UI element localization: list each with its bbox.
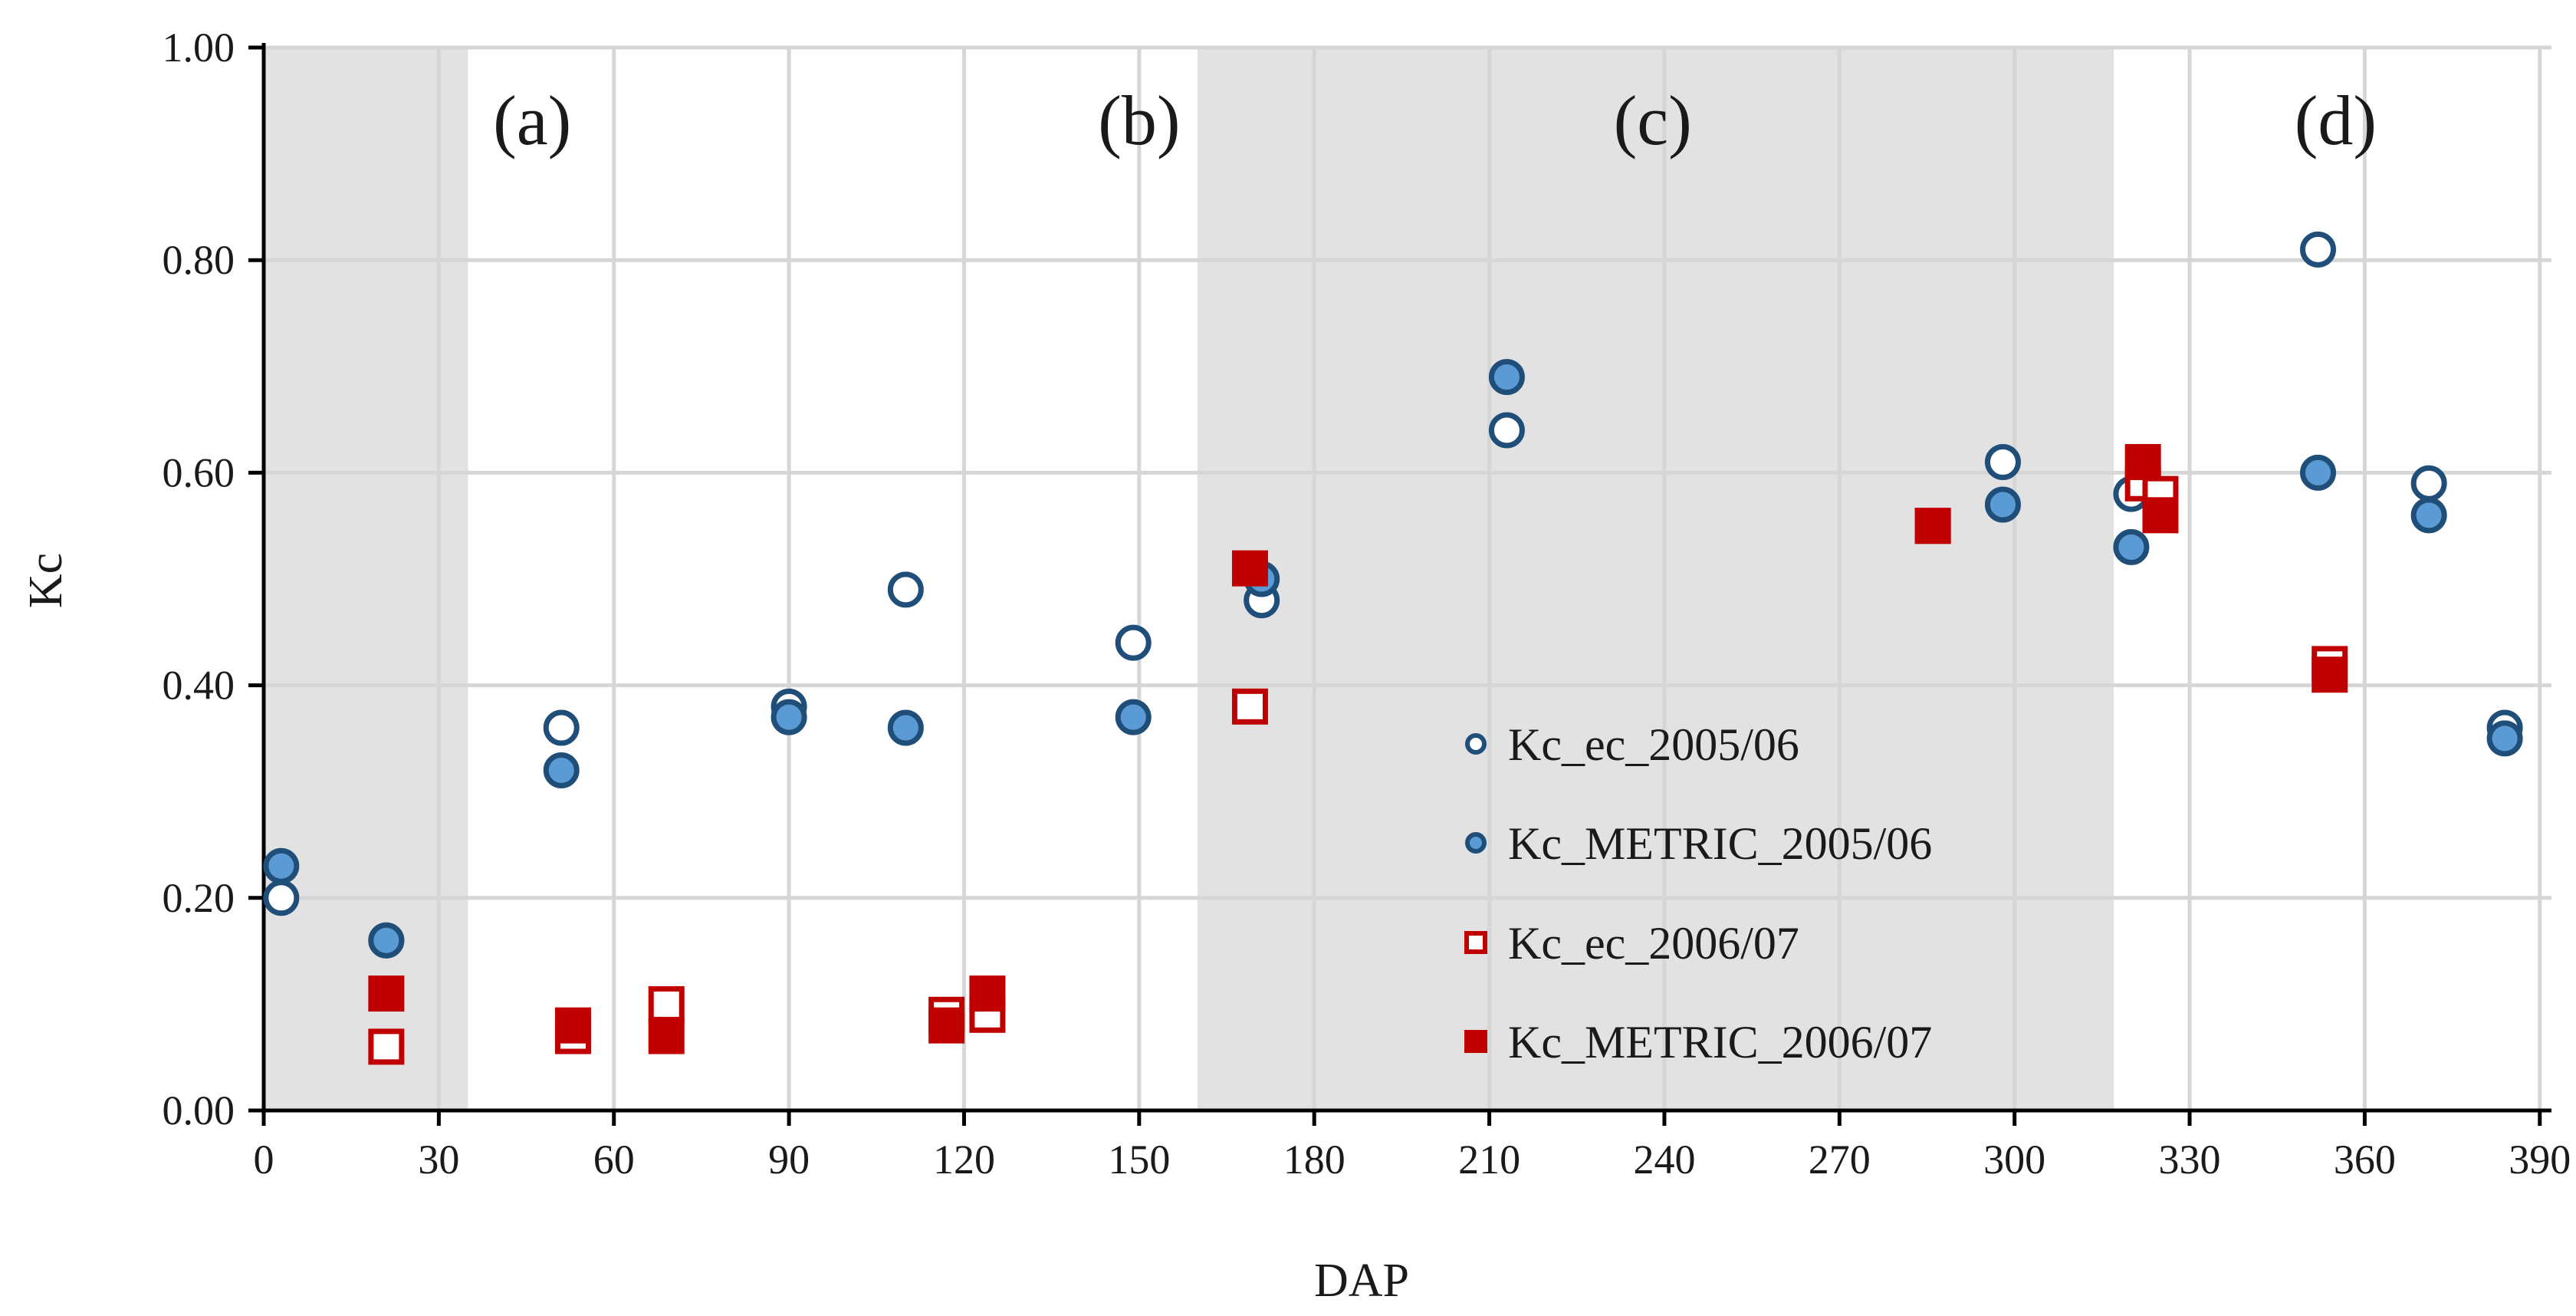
- kc-metric-2005-point: [887, 709, 924, 746]
- legend: Kc_ec_2005/06 Kc_METRIC_2005/06 Kc_ec_2006…: [1464, 719, 1932, 1068]
- y-tick-label-1: 0.20: [163, 875, 235, 921]
- tick-labels: 0 30 60 90 120 150 180 210 240 270 300 330 360 390 0.0…: [163, 25, 2571, 1183]
- kc-metric-2006-point: [928, 1007, 965, 1044]
- legend-item-kc-metric-2005: Kc_METRIC_2005/06: [1465, 818, 1932, 869]
- stage-label-a: (a): [493, 81, 571, 160]
- x-tick-label-2: 60: [593, 1137, 635, 1183]
- kc-ec-2006-point: [1231, 688, 1268, 725]
- stage-shade-0: [264, 48, 468, 1110]
- stage-label-c: (c): [1614, 81, 1692, 160]
- legend-item-kc-ec-2005: Kc_ec_2005/06: [1465, 719, 1799, 770]
- kc-metric-2005-point: [2113, 528, 2150, 565]
- kc-ec-2005-point: [2410, 465, 2447, 502]
- legend-item-kc-ec-2006: Kc_ec_2006/07: [1464, 918, 1799, 969]
- x-tick-label-13: 390: [2509, 1137, 2571, 1183]
- kc-ec-2005-point: [1488, 412, 1525, 449]
- legend-marker-kc-ec-2006: [1464, 931, 1487, 954]
- kc-metric-2005-point: [1984, 486, 2021, 523]
- legend-marker-kc-metric-2006: [1464, 1030, 1487, 1053]
- kc-metric-2005-point: [1488, 359, 1525, 396]
- series-kc-metric-2006: [368, 444, 2348, 1054]
- kc-metric-2006-point: [1231, 550, 1268, 587]
- kc-metric-2006-point: [2124, 444, 2161, 481]
- legend-marker-kc-ec-2005: [1465, 733, 1487, 755]
- kc-metric-2005-point: [2410, 497, 2447, 534]
- y-tick-label-0: 0.00: [163, 1087, 235, 1133]
- legend-label-kc-metric-2006: Kc_METRIC_2006/07: [1508, 1017, 1932, 1068]
- stage-shade-2: [1197, 48, 2114, 1110]
- data-points: [263, 231, 2523, 1065]
- stage-shading: [264, 48, 2114, 1110]
- kc-metric-2005-point: [543, 752, 580, 788]
- kc-ec-2005-point: [263, 880, 300, 916]
- x-tick-label-7: 210: [1458, 1137, 1520, 1183]
- kc-metric-2005-point: [368, 922, 405, 959]
- kc-metric-2006-point: [1914, 508, 1951, 544]
- y-tick-label-4: 0.80: [163, 237, 235, 283]
- y-tick-label-2: 0.40: [163, 663, 235, 709]
- stage-label-d: (d): [2295, 81, 2377, 160]
- legend-item-kc-metric-2006: Kc_METRIC_2006/07: [1464, 1017, 1932, 1068]
- x-tick-label-6: 180: [1283, 1137, 1346, 1183]
- x-tick-label-4: 120: [933, 1137, 995, 1183]
- x-tick-label-10: 300: [1983, 1137, 2045, 1183]
- kc-metric-2006-point: [368, 975, 405, 1012]
- kc-metric-2006-point: [648, 1018, 685, 1054]
- legend-label-kc-ec-2005: Kc_ec_2005/06: [1508, 719, 1799, 770]
- kc-metric-2006-point: [554, 1007, 591, 1044]
- kc-ec-2005-point: [543, 709, 580, 746]
- stage-labels: (a) (b) (c) (d): [493, 81, 2377, 160]
- x-tick-label-5: 150: [1108, 1137, 1170, 1183]
- kc-ec-2005-point: [1115, 624, 1152, 661]
- x-tick-label-0: 0: [254, 1137, 274, 1183]
- x-tick-label-1: 30: [418, 1137, 459, 1183]
- stage-label-b: (b): [1098, 81, 1180, 160]
- x-axis-title: DAP: [1314, 1255, 1409, 1307]
- kc-metric-2006-point: [969, 975, 1006, 1012]
- kc-ec-2006-point: [648, 985, 685, 1022]
- kc-ec-2005-point: [887, 571, 924, 608]
- x-tick-label-9: 270: [1809, 1137, 1871, 1183]
- kc-metric-2005-point: [1115, 699, 1152, 735]
- kc-ec-2005-point: [2300, 231, 2337, 268]
- kc-metric-2006-point: [2142, 497, 2179, 534]
- legend-marker-kc-metric-2005: [1465, 832, 1487, 854]
- kc-ec-2005-point: [1984, 444, 2021, 481]
- y-tick-label-5: 1.00: [163, 25, 235, 71]
- y-axis-title: Kc: [20, 553, 72, 608]
- x-tick-label-3: 90: [768, 1137, 810, 1183]
- kc-metric-2005-point: [770, 699, 807, 735]
- legend-label-kc-ec-2006: Kc_ec_2006/07: [1508, 918, 1799, 969]
- kc-ec-2006-point: [368, 1028, 405, 1065]
- gridlines: [264, 45, 2551, 1110]
- kc-metric-2005-point: [2300, 454, 2337, 491]
- x-tick-label-8: 240: [1633, 1137, 1695, 1183]
- x-tick-label-12: 360: [2334, 1137, 2396, 1183]
- kc-metric-2006-point: [2312, 656, 2348, 693]
- x-tick-label-11: 330: [2159, 1137, 2221, 1183]
- axes: [248, 43, 2551, 1126]
- y-tick-label-3: 0.60: [163, 449, 235, 495]
- kc-metric-2005-point: [263, 847, 300, 884]
- legend-label-kc-metric-2005: Kc_METRIC_2005/06: [1508, 818, 1932, 869]
- kc-metric-2005-point: [2486, 720, 2523, 757]
